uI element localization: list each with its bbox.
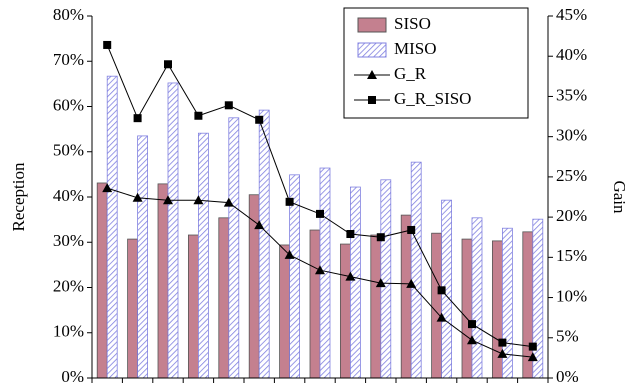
bar [137,135,149,379]
marker [132,192,143,202]
bar [309,229,321,379]
marker [497,348,508,358]
legend-label: SISO [394,14,431,33]
y2-tick-label: 10% [556,286,587,305]
y2-tick-label: 40% [556,45,587,64]
bar [197,132,209,379]
bar [167,82,179,379]
marker [103,40,112,49]
bar [400,214,412,379]
y-tick-label: 40% [53,186,84,205]
y2-tick-label: 0% [556,367,579,386]
legend-swatch [357,17,387,33]
marker [193,195,204,205]
y-tick-label: 70% [53,50,84,69]
y2-tick-label: 45% [556,5,587,24]
y-tick-label: 60% [53,95,84,114]
marker [224,101,233,110]
bar [279,244,291,379]
bar [339,243,351,379]
legend-label: MISO [394,39,437,58]
marker [163,195,173,205]
legend-label: G_R [394,64,427,83]
marker [407,225,416,234]
y-tick-label: 0% [61,367,84,386]
y2-tick-label: 20% [556,206,587,225]
bar [370,234,382,379]
bar [258,109,270,379]
marker [437,286,446,295]
marker [436,312,447,322]
marker [467,335,477,345]
bar [410,161,422,379]
y-tick-label: 80% [53,5,84,24]
bar [471,217,483,379]
bar [461,238,473,379]
y-tick-label: 10% [53,322,84,341]
y2-tick-label: 30% [556,126,587,145]
y2-tick-label: 25% [556,166,587,185]
bar [380,179,392,379]
marker [368,96,376,104]
marker [528,342,537,351]
marker [285,197,294,206]
y2-axis-label: Gain [610,180,629,214]
marker [345,271,356,281]
marker [194,111,203,120]
marker [527,352,538,362]
marker [102,183,113,193]
marker [468,320,476,329]
marker [133,114,142,123]
bar [106,75,118,379]
marker [164,60,172,69]
y-axis-label: Reception [9,162,28,231]
marker [255,115,264,124]
marker [376,233,385,242]
marker [254,220,265,230]
bar [228,117,240,379]
marker [316,209,324,218]
legend-label: G_R_SISO [394,89,471,108]
bar [218,217,230,379]
marker [375,278,386,288]
bar [157,183,169,379]
bar [431,232,443,379]
bar [248,194,260,379]
marker [498,338,507,347]
y-tick-label: 20% [53,276,84,295]
y-tick-label: 30% [53,231,84,250]
marker [367,70,377,79]
marker [284,249,295,259]
marker [223,197,234,207]
bar [187,234,199,379]
marker [406,278,417,288]
y2-tick-label: 15% [556,246,587,265]
marker [315,265,325,275]
bar [349,186,361,379]
bar [532,218,544,379]
y2-tick-label: 5% [556,327,579,346]
marker [346,230,355,239]
y2-tick-label: 35% [556,85,587,104]
bar [96,182,108,379]
bar [127,238,138,379]
y-tick-label: 50% [53,141,84,160]
legend-swatch [357,42,387,58]
